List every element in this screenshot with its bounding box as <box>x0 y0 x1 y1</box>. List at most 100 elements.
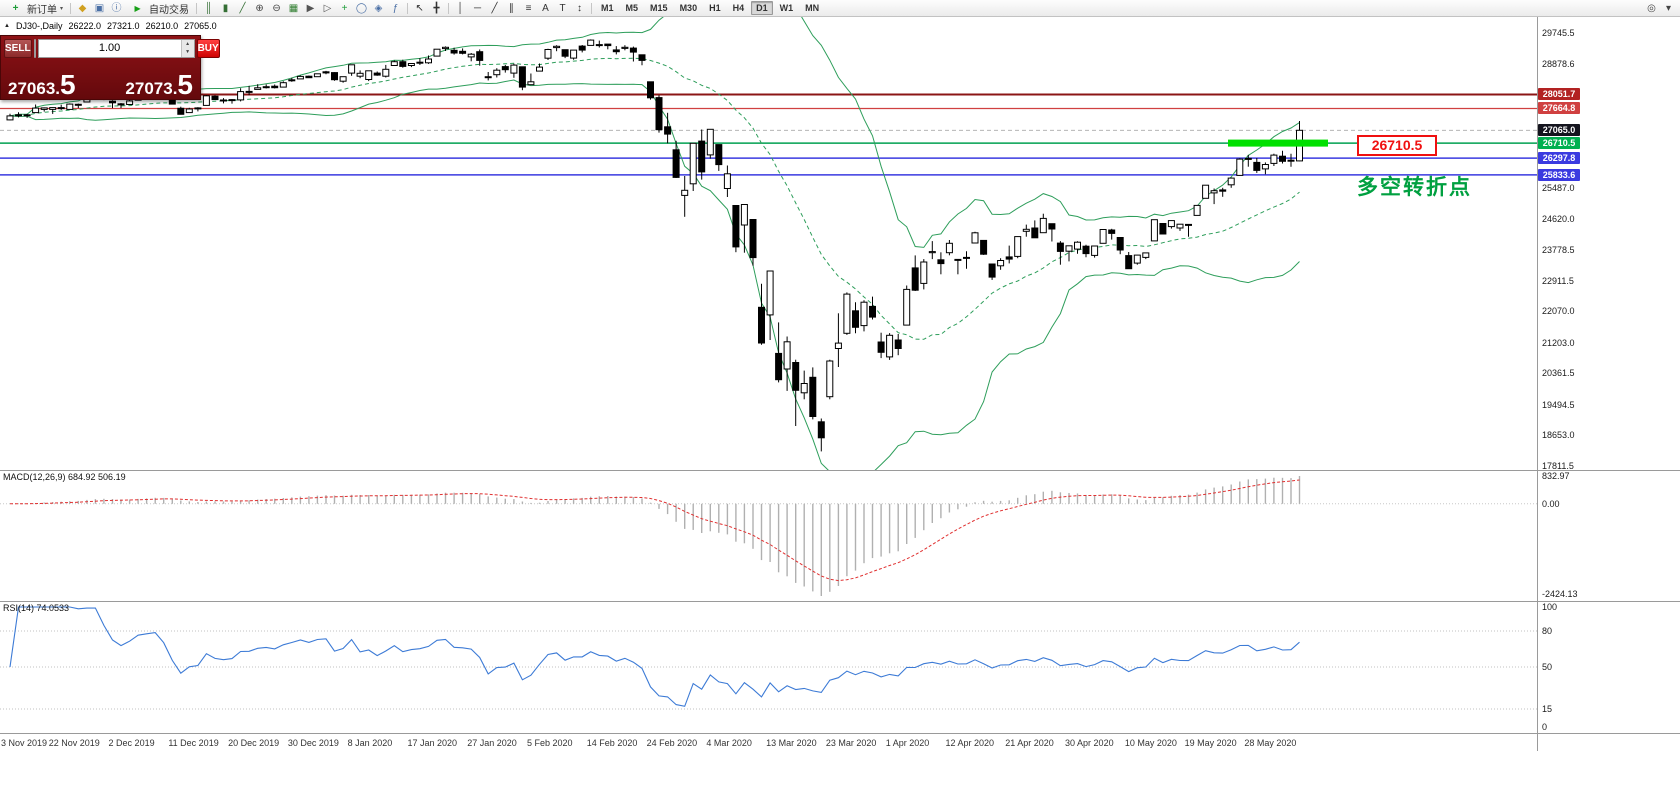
objects-icon[interactable]: ◈ <box>374 2 383 14</box>
toolbar: + 新订单 ▾ ◆ ▣ ⓘ ▶ 自动交易 ║ ▮ ╱ ⊕ ⊖ ▦ ▶ ▷ + ◯ ◈ ƒ ↖ ╋ │ ─ ╱ ∥ ≡… <box>0 0 1680 17</box>
equidistant-channel-icon[interactable]: ∥ <box>509 2 515 14</box>
search-icon[interactable]: ◎ <box>1647 2 1656 14</box>
rsi-tick-label: 100 <box>1542 602 1558 612</box>
timeframe-mn-button[interactable]: MN <box>805 3 820 13</box>
separator <box>591 2 593 14</box>
timeframe-h4-button[interactable]: H4 <box>732 3 745 13</box>
text-icon[interactable]: A <box>542 2 549 14</box>
order-type-dropdown[interactable] <box>33 38 36 58</box>
drawing-tools-group: │ ─ ╱ ∥ ≡ A T ↕ <box>452 1 588 16</box>
pointer-tools-group: ↖ ╋ <box>411 1 445 16</box>
profiles-icon[interactable]: ▣ <box>94 2 105 14</box>
chart-tools-group: ║ ▮ ╱ ⊕ ⊖ ▦ ▶ ▷ + ◯ ◈ ƒ <box>200 1 404 16</box>
trendline-icon[interactable]: ╱ <box>491 2 498 14</box>
rsi-tick-label: 50 <box>1542 662 1553 672</box>
autotrading-label: 自动交易 <box>149 4 190 16</box>
buy-price[interactable]: 27073. 5 <box>125 71 193 99</box>
main-chart[interactable] <box>0 17 1537 470</box>
price-tick-label: 20361.5 <box>1542 368 1575 379</box>
cursor-icon[interactable]: ↖ <box>415 2 424 14</box>
price-tick-label: 17811.5 <box>1542 461 1574 471</box>
macd-tick-label: 832.97 <box>1542 471 1570 481</box>
arrows-icon[interactable]: ↕ <box>577 2 583 14</box>
macd-signal-line <box>10 479 1300 582</box>
date-label: 27 Jan 2020 <box>467 738 517 748</box>
date-label: 30 Dec 2019 <box>287 738 339 748</box>
price-tick-label: 25487.0 <box>1542 182 1575 193</box>
timeframe-m15-button[interactable]: M15 <box>650 3 668 13</box>
date-label: 4 Mar 2020 <box>706 738 752 748</box>
date-label: 3 Nov 2019 <box>1 738 48 748</box>
panel-splitter[interactable] <box>0 601 1680 602</box>
timeframe-d1-button[interactable]: D1 <box>751 1 773 15</box>
sell-price[interactable]: 27063. 5 <box>8 71 76 99</box>
low-value: 26210.0 <box>145 21 179 31</box>
price-tick-label: 18653.0 <box>1542 430 1575 441</box>
price-axis[interactable]: 29745.5 28878.6 25487.0 24620.0 23778.5 22911… <box>1538 17 1662 471</box>
panel-splitter[interactable] <box>0 733 1680 734</box>
candlestick-chart-icon[interactable]: ▮ <box>222 2 229 14</box>
line-chart-icon[interactable]: ╱ <box>239 2 246 14</box>
macd-axis[interactable]: 832.97 0.00 -2424.13 <box>1542 470 1662 601</box>
date-label: 17 Jan 2020 <box>407 738 457 748</box>
text-label-icon[interactable]: T <box>559 2 566 14</box>
timeframe-h1-button[interactable]: H1 <box>709 3 721 13</box>
date-label: 20 Dec 2019 <box>228 738 280 748</box>
auto-scroll-icon[interactable]: ▶ <box>306 2 315 14</box>
new-order-button[interactable]: + 新订单 ▾ <box>3 0 67 16</box>
timeframe-m30-button[interactable]: M30 <box>679 3 698 13</box>
rsi-tick-label: 15 <box>1542 704 1553 714</box>
timeframe-m5-button[interactable]: M5 <box>625 3 639 13</box>
cycle-lines-icon[interactable]: ◯ <box>355 2 368 14</box>
highlight-segment[interactable] <box>1228 139 1328 147</box>
bar-chart-icon[interactable]: ║ <box>204 2 213 14</box>
fibonacci-icon[interactable]: ≡ <box>525 2 532 14</box>
new-order-icon: + <box>12 2 19 14</box>
timeframe-w1-button[interactable]: W1 <box>779 3 794 13</box>
chevron-down-icon: ▾ <box>60 5 64 12</box>
buy-button[interactable]: BUY <box>196 38 220 58</box>
separator <box>448 2 450 14</box>
crosshair-icon[interactable]: ╋ <box>433 2 440 14</box>
zoom-in-icon[interactable]: ⊕ <box>255 2 264 14</box>
price-level-callout[interactable]: 26710.5 <box>1357 135 1437 156</box>
toolbar-options-icon[interactable]: ▾ <box>1665 2 1672 14</box>
horizontal-line-icon[interactable]: ─ <box>473 2 482 14</box>
panel-toggle-icon[interactable]: ▲ <box>4 23 10 29</box>
templates-icon[interactable]: ◆ <box>78 2 87 14</box>
candlesticks[interactable] <box>6 39 1303 452</box>
timeframe-m1-button[interactable]: M1 <box>601 3 614 13</box>
price-axis-separator[interactable] <box>1537 17 1538 751</box>
panel-splitter[interactable] <box>0 470 1680 471</box>
date-label: 21 Apr 2020 <box>1005 738 1054 748</box>
date-axis[interactable]: 3 Nov 2019 22 Nov 2019 2 Dec 2019 11 Dec 20… <box>0 735 1537 751</box>
volume-down-icon[interactable]: ▼ <box>181 48 194 57</box>
rsi-panel[interactable] <box>0 601 1537 733</box>
rsi-tick-label: 80 <box>1542 626 1553 636</box>
sell-button[interactable]: SELL <box>4 38 32 58</box>
vertical-line-icon[interactable]: │ <box>457 2 464 14</box>
turning-point-note[interactable]: 多空转折点 <box>1357 176 1472 199</box>
rsi-axis[interactable]: 100 80 50 15 0 <box>1542 601 1662 733</box>
date-label: 13 Mar 2020 <box>766 738 817 748</box>
chart-shift-icon[interactable]: ▷ <box>323 2 332 14</box>
volume-input[interactable] <box>38 39 181 57</box>
sell-price-main: 27063. <box>8 79 60 98</box>
date-label: 2 Dec 2019 <box>108 738 155 748</box>
macd-panel[interactable] <box>0 470 1537 601</box>
chart-info-line: ▲ DJ30-,Daily 26222.0 27321.0 26210.0 27… <box>4 21 217 31</box>
macd-label: MACD(12,26,9) 684.92 506.19 <box>3 472 126 482</box>
price-line-label: 26710.5 <box>1538 137 1580 150</box>
volume-up-icon[interactable]: ▲ <box>181 39 194 48</box>
price-tick-label: 19494.5 <box>1542 399 1575 410</box>
tile-windows-icon[interactable]: ▦ <box>288 2 299 14</box>
new-chart-icon[interactable]: + <box>341 2 348 14</box>
autotrading-button[interactable]: ▶ 自动交易 <box>125 0 193 16</box>
indicators-icon[interactable]: ƒ <box>392 2 399 14</box>
data-window-icon[interactable]: ⓘ <box>111 2 122 14</box>
timeframe-group: M1 M5 M15 M30 H1 H4 D1 W1 MN <box>595 1 825 15</box>
bollinger-lower-band <box>9 79 1300 470</box>
zoom-out-icon[interactable]: ⊖ <box>272 2 281 14</box>
price-line-label: 26297.8 <box>1538 152 1580 165</box>
